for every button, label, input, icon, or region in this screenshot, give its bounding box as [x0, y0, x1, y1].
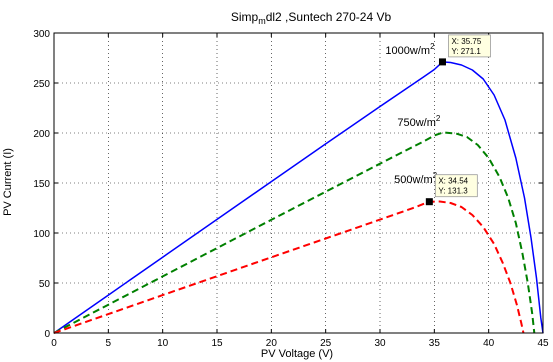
y-axis-label: PV Current (I) — [2, 148, 14, 216]
title-main: Simp — [231, 10, 259, 24]
x-tick-label: 5 — [106, 338, 112, 349]
y-tick-label: 0 — [44, 329, 50, 340]
y-tick-label: 200 — [33, 129, 50, 140]
series-lines — [53, 61, 544, 334]
y-tick-label: 50 — [39, 279, 51, 290]
x-tick-label: 45 — [537, 338, 549, 349]
x-tick-label: 20 — [266, 338, 278, 349]
curve-label: 1000w/m2 — [385, 42, 435, 57]
title-subscript: m — [258, 16, 266, 26]
y-tick-label: 250 — [33, 79, 50, 90]
data-tip-box — [434, 174, 478, 198]
series-line-2 — [53, 131, 536, 334]
data-tip-box — [448, 34, 491, 58]
data-tip-x: X: 35.75 — [451, 37, 481, 46]
data-tip[interactable]: X: 35.75Y: 271.1 — [438, 34, 491, 66]
data-tip-marker[interactable] — [438, 58, 446, 66]
x-tick-label: 30 — [374, 338, 386, 349]
title-tail: Vb — [376, 10, 391, 24]
curve-label: 750w/m2 — [397, 114, 441, 129]
data-tip-x: X: 34.54 — [438, 177, 468, 186]
x-tick-label: 25 — [320, 338, 332, 349]
series-line-1 — [53, 61, 544, 334]
chart-title: Simpmdl2 ,Suntech 270-24 Vb — [231, 10, 392, 26]
data-tip[interactable]: X: 34.54Y: 131.3 — [425, 174, 478, 206]
grid — [54, 33, 543, 333]
y-tick-label: 300 — [33, 29, 50, 40]
x-tick-label: 15 — [211, 338, 223, 349]
x-tick-label: 40 — [483, 338, 495, 349]
x-tick-label: 10 — [157, 338, 169, 349]
series-line-3 — [53, 200, 525, 334]
axis-ticks: 0 5 10 15 20 25 30 35 40 45 0 50 100 150 200 250 300 — [33, 29, 549, 349]
title-rest: dl2 ,Suntech 270-24 — [266, 10, 377, 24]
data-tip-y: Y: 131.3 — [438, 187, 468, 196]
y-tick-label: 100 — [33, 229, 50, 240]
x-tick-label: 0 — [51, 338, 57, 349]
y-tick-label: 150 — [33, 179, 50, 190]
data-tip-y: Y: 271.1 — [451, 47, 481, 56]
x-tick-label: 35 — [429, 338, 441, 349]
data-tip-marker[interactable] — [425, 198, 433, 206]
data-tips: X: 35.75Y: 271.1 X: 34.54Y: 131.3 — [425, 34, 491, 206]
curve-label: 500w/m2 — [394, 171, 438, 186]
x-axis-label: PV Voltage (V) — [261, 348, 333, 360]
curve-annotations: 1000w/m2 750w/m2 500w/m2 — [385, 42, 440, 186]
